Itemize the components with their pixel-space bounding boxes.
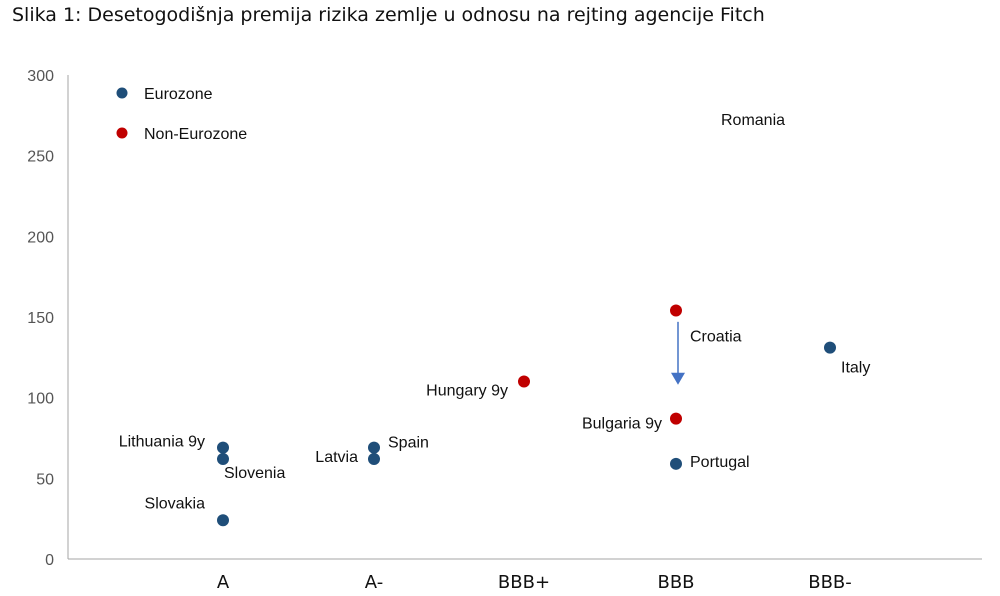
y-tick-label-100: 100 — [27, 391, 54, 408]
data-label-latvia: Latvia — [315, 449, 358, 466]
data-label-italy: Italy — [841, 360, 870, 377]
data-point-italy — [824, 341, 836, 354]
data-point-lithuania-9y — [217, 441, 229, 454]
y-tick-label-150: 150 — [27, 310, 54, 327]
legend-marker-eurozone — [116, 87, 128, 99]
y-tick-label-300: 300 — [27, 68, 54, 85]
data-point-slovenia — [217, 452, 229, 465]
data-point-spain — [368, 441, 380, 454]
y-tick-label-250: 250 — [27, 149, 54, 166]
data-label-lithuania-9y: Lithuania 9y — [119, 434, 205, 451]
data-label-spain: Spain — [388, 435, 429, 452]
data-label-bulgaria-9y: Bulgaria 9y — [582, 416, 662, 433]
data-point-portugal — [670, 457, 682, 470]
legend-label-non-eurozone: Non-Eurozone — [144, 126, 247, 143]
data-point-latvia — [368, 452, 380, 465]
y-tick-label-200: 200 — [27, 229, 54, 246]
data-label-slovakia: Slovakia — [145, 495, 206, 512]
data-label-portugal: Portugal — [690, 454, 750, 471]
annotation-romania: Romania — [721, 112, 785, 129]
data-point-bulgaria-9y — [670, 412, 682, 425]
x-tick-label-BBB: BBB — [657, 572, 694, 593]
legend-marker-non-eurozone — [116, 127, 128, 139]
x-tick-label-Aminus: A- — [365, 572, 383, 593]
data-label-hungary-9y: Hungary 9y — [426, 383, 508, 400]
arrow-head — [671, 372, 685, 385]
data-label-croatia: Croatia — [690, 329, 742, 346]
y-tick-label-0: 0 — [45, 552, 54, 569]
x-tick-label-A: A — [217, 572, 230, 593]
data-point-croatia — [670, 304, 682, 317]
x-tick-label-BBBminus: BBB- — [808, 572, 852, 593]
x-tick-label-BBBplus: BBB+ — [498, 572, 550, 593]
data-point-hungary-9y — [518, 375, 530, 388]
data-point-slovakia — [217, 514, 229, 527]
figure-title: Slika 1: Desetogodišnja premija rizika z… — [12, 4, 765, 26]
y-tick-label-50: 50 — [36, 471, 54, 488]
data-label-slovenia: Slovenia — [224, 465, 285, 482]
legend-label-eurozone: Eurozone — [144, 86, 213, 103]
